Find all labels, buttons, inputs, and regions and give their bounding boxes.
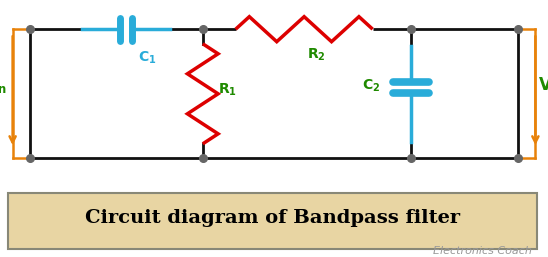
Text: $\mathbf{R_2}$: $\mathbf{R_2}$ — [307, 47, 326, 63]
Text: $\mathbf{V_{out}}$: $\mathbf{V_{out}}$ — [538, 76, 548, 95]
Text: $\mathbf{R_1}$: $\mathbf{R_1}$ — [218, 81, 237, 98]
Text: Circuit diagram of Bandpass filter: Circuit diagram of Bandpass filter — [85, 209, 460, 227]
Text: Electronics Coach: Electronics Coach — [433, 246, 532, 256]
Text: $\mathbf{V_{in}}$: $\mathbf{V_{in}}$ — [0, 76, 7, 95]
Text: $\mathbf{C_1}$: $\mathbf{C_1}$ — [138, 49, 157, 66]
FancyBboxPatch shape — [8, 193, 537, 249]
Text: $\mathbf{C_2}$: $\mathbf{C_2}$ — [362, 77, 380, 94]
